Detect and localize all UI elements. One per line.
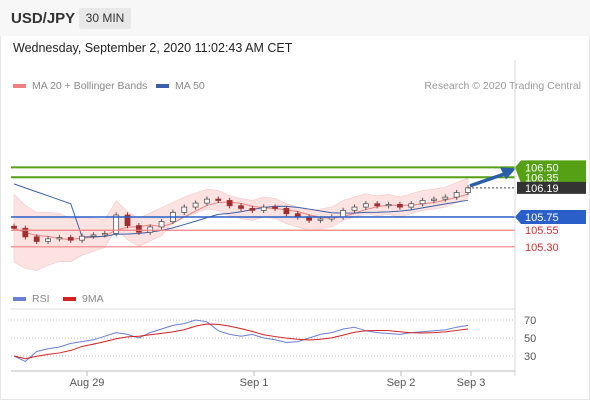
x-tick-label: Sep 3: [457, 377, 486, 389]
candle-body: [192, 202, 199, 208]
candle-body: [204, 198, 210, 204]
timeframe-button[interactable]: 30 MIN: [79, 8, 131, 29]
candle-body: [453, 192, 460, 198]
candle-body: [260, 206, 267, 211]
candle-body: [90, 234, 97, 237]
candle-body: [124, 214, 131, 227]
candle-body: [431, 198, 437, 201]
rsi-swatch: [13, 297, 26, 302]
candle-body: [408, 203, 415, 208]
candle-body: [22, 227, 29, 238]
candle-body: [317, 218, 324, 221]
legend-ma50-label: MA 50: [175, 80, 205, 92]
rsi-9ma-line: [13, 323, 469, 360]
last-price-tag: [517, 181, 586, 194]
candle-body: [113, 214, 120, 234]
candle-body: [79, 235, 85, 241]
pivot-tag: [515, 210, 586, 224]
instrument-symbol: USD/JPY: [11, 10, 76, 27]
candle-body: [272, 206, 278, 209]
candle-body: [45, 238, 51, 242]
legend-rsi: RSI: [13, 293, 50, 305]
candle-body: [147, 226, 154, 233]
legend-9ma: 9MA: [63, 293, 104, 305]
support-2-label: 105.30: [525, 242, 559, 254]
candle-body: [396, 204, 403, 208]
candle-body: [135, 225, 142, 233]
legend-rsi-label: RSI: [32, 293, 50, 305]
candle-body: [465, 187, 471, 193]
candle-body: [442, 196, 449, 200]
candle-body: [249, 207, 256, 211]
ma50-line: [13, 183, 469, 238]
legend-ma20-label: MA 20 + Bollinger Bands: [32, 80, 148, 92]
chart-header: USD/JPY 30 MIN: [0, 0, 590, 36]
resistance-2-label: 106.35: [525, 172, 559, 184]
candle-body: [215, 198, 222, 201]
candle-body: [56, 237, 63, 240]
pivot-label: 105.75: [525, 212, 559, 224]
candle-body: [419, 200, 426, 205]
candle-body: [340, 209, 347, 218]
rsi-line: [13, 319, 469, 362]
candle-body: [67, 237, 74, 241]
candle-body: [181, 206, 188, 213]
candle-body: [238, 205, 244, 209]
chart-timestamp: Wednesday, September 2, 2020 11:02:43 AM…: [13, 41, 293, 55]
candle-body: [33, 236, 40, 242]
bollinger-band: [13, 177, 469, 271]
legend-ma50: MA 50: [156, 80, 205, 92]
x-tick-label: Sep 1: [240, 377, 269, 389]
last-price-label: 106.19: [525, 183, 559, 195]
ma9-swatch: [63, 297, 76, 302]
candle-body: [385, 204, 392, 207]
resistance-1-label: 106.50: [525, 162, 559, 174]
forecast-arrow-shaft: [469, 171, 507, 188]
rsi-level-label: 30: [524, 351, 536, 363]
ma20-swatch: [13, 84, 26, 89]
candle-body: [351, 206, 358, 211]
candle-body: [11, 225, 17, 229]
legend-9ma-label: 9MA: [82, 293, 104, 305]
rsi-level-label: 70: [524, 315, 536, 327]
candle-body: [374, 203, 381, 207]
ma50-swatch: [156, 84, 169, 89]
resistance-tag: [515, 160, 586, 184]
chart-credit: Research © 2020 Trading Central: [424, 80, 581, 92]
candle-body: [101, 233, 108, 236]
candle-body: [226, 200, 233, 207]
x-tick-label: Aug 29: [70, 377, 105, 389]
candle-body: [158, 221, 165, 228]
x-tick-label: Sep 2: [387, 377, 416, 389]
candle-body: [362, 203, 369, 208]
forecast-arrowhead: [500, 167, 516, 180]
support-1-label: 105.55: [525, 225, 559, 237]
legend-ma20: MA 20 + Bollinger Bands: [13, 80, 147, 92]
rsi-level-label: 50: [524, 333, 536, 345]
candle-body: [283, 207, 290, 215]
